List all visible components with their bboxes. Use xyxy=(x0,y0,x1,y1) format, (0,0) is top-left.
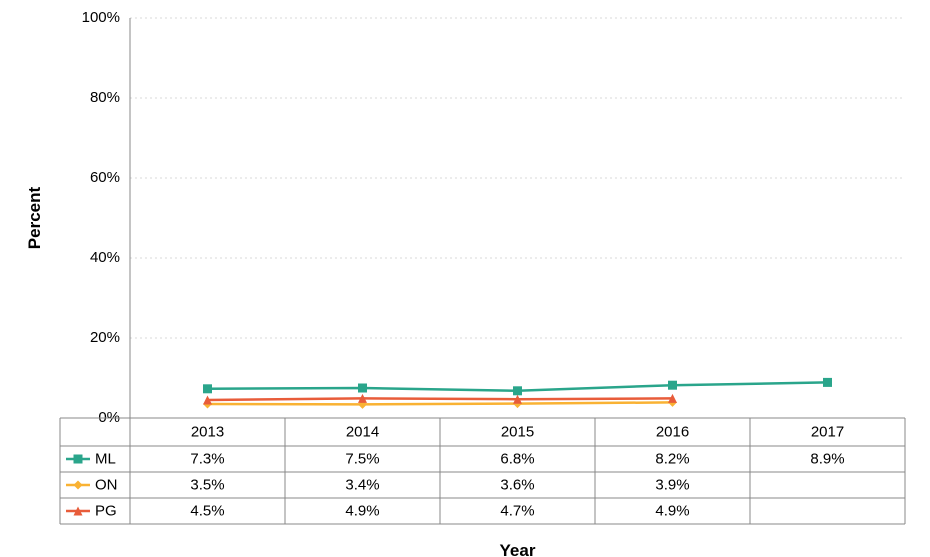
y-tick-label: 60% xyxy=(90,169,120,186)
x-category-label: 2015 xyxy=(501,424,534,441)
legend-label: ON xyxy=(95,477,118,494)
y-tick-label: 20% xyxy=(90,329,120,346)
data-cell: 4.9% xyxy=(655,503,689,520)
x-category-label: 2013 xyxy=(191,424,224,441)
x-category-label: 2016 xyxy=(656,424,689,441)
y-tick-label: 40% xyxy=(90,249,120,266)
data-cell: 3.5% xyxy=(190,477,224,494)
data-cell: 3.4% xyxy=(345,477,379,494)
data-cell: 4.7% xyxy=(500,503,534,520)
x-category-label: 2017 xyxy=(811,424,844,441)
data-cell: 3.6% xyxy=(500,477,534,494)
data-cell: 7.5% xyxy=(345,451,379,468)
y-tick-label: 0% xyxy=(98,409,120,426)
data-cell: 8.9% xyxy=(810,451,844,468)
legend-label: ML xyxy=(95,451,116,468)
y-tick-label: 80% xyxy=(90,89,120,106)
data-cell: 3.9% xyxy=(655,477,689,494)
data-cell: 4.5% xyxy=(190,503,224,520)
x-axis-title: Year xyxy=(500,541,536,557)
data-cell: 7.3% xyxy=(190,451,224,468)
legend-label: PG xyxy=(95,503,117,520)
line-chart: 0% 20% 40% 60% 80% 100% Percent 2013 2014 2015 201… xyxy=(0,0,930,557)
data-cell: 4.9% xyxy=(345,503,379,520)
chart-container: 0% 20% 40% 60% 80% 100% Percent 2013 2014 2015 201… xyxy=(0,0,930,557)
data-cell: 6.8% xyxy=(500,451,534,468)
data-cell: 8.2% xyxy=(655,451,689,468)
y-axis-title: Percent xyxy=(25,186,44,249)
x-category-label: 2014 xyxy=(346,424,379,441)
y-tick-label: 100% xyxy=(82,9,120,26)
